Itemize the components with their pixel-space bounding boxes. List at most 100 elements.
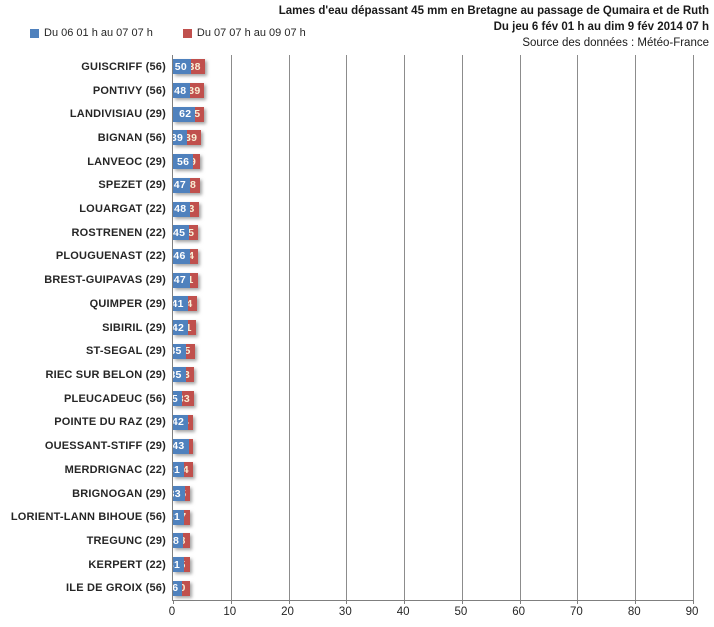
axis-tick xyxy=(404,600,406,604)
bar-value-label: 13 xyxy=(189,440,190,452)
bar-value-label: 47 xyxy=(173,179,186,192)
axis-tick xyxy=(346,600,348,604)
bar-row: 3523 xyxy=(173,363,693,387)
category-label: MERDRIGNAC (22) xyxy=(64,463,166,476)
bar-segment-series2: 23 xyxy=(190,201,199,217)
bar-value-label: 42 xyxy=(173,321,185,334)
category-label: BRIGNOGAN (29) xyxy=(72,487,166,500)
bar-segment-series2: 25 xyxy=(195,106,205,122)
bar-segment-series1: 41 xyxy=(173,296,188,312)
category-axis: GUISCRIFF (56) PONTIVY (56) LANDIVISIAU (2… xyxy=(0,55,166,600)
bar-value-label: 45 xyxy=(173,226,186,239)
bar-value-label: 31 xyxy=(173,511,181,524)
bar-value-label: 48 xyxy=(174,84,187,97)
bar-stack: 39 39 xyxy=(173,130,206,146)
bar-row: 33 15 xyxy=(173,482,693,506)
bar-segment-series1: 31 xyxy=(173,557,185,573)
bar-value-label: 25 xyxy=(189,226,195,239)
axis-tick-label: 10 xyxy=(223,606,237,618)
bar-value-label: 43 xyxy=(173,440,185,453)
bar-segment-series2: 23 xyxy=(185,367,194,383)
gridline xyxy=(404,55,406,600)
axis-tick xyxy=(693,600,694,604)
bar-stack: 3124 xyxy=(173,462,206,478)
bar-value-label: 28 xyxy=(190,179,197,192)
bar-segment-series2: 21 xyxy=(188,320,196,336)
bar-value-label: 17 xyxy=(184,511,186,523)
category-label: LANDIVISIAU (29) xyxy=(69,108,166,121)
axis-tick-label: 90 xyxy=(685,606,699,618)
bar-value-label: 31 xyxy=(173,463,181,476)
bar-segment-series1: 33 xyxy=(173,486,185,501)
bar-row: 4823 xyxy=(173,197,693,221)
category-label: LORIENT-LANN BIHOUE (56) xyxy=(10,511,166,524)
legend-label: Du 07 07 h au 09 07 h xyxy=(196,27,306,39)
bar-value-label: 26 xyxy=(173,582,179,595)
legend-label: Du 06 01 h au 07 07 h xyxy=(44,27,153,39)
bar-stack: 3525 xyxy=(173,343,206,359)
bar-row: 6225 xyxy=(173,102,693,126)
chart-subtitle: Du jeu 6 fév 01 h au dim 9 fév 2014 07 h xyxy=(493,21,709,33)
bar-stack: 3523 xyxy=(173,367,206,383)
chart-title-block: Lames d'eau dépassant 45 mm en Bretagne … xyxy=(279,3,709,51)
gridline xyxy=(577,55,579,600)
bar-segment-series1: 42 xyxy=(173,414,189,430)
bar-segment-series1: 35 xyxy=(173,343,186,359)
category-label: GUISCRIFF (56) xyxy=(81,60,166,73)
axis-tick xyxy=(230,600,232,604)
bar-value-label: 35 xyxy=(173,368,182,381)
bar-value-label: 23 xyxy=(190,203,195,216)
category-label: ILE DE GROIX (56) xyxy=(66,582,166,595)
bar-segment-series1: 35 xyxy=(173,367,186,383)
bar-value-label: 46 xyxy=(173,250,186,263)
bar-row: 3525 xyxy=(173,339,693,363)
bar-value-label: 21 xyxy=(190,274,194,287)
bar-value-label: 39 xyxy=(190,84,201,97)
gridline xyxy=(693,55,694,600)
legend-swatch-icon xyxy=(30,28,39,38)
bar-value-label: 48 xyxy=(174,203,187,216)
bar-row: 48 39 xyxy=(173,79,693,103)
bar-segment-series1: 46 xyxy=(173,248,190,264)
bar-segment-series1: 39 xyxy=(173,130,188,146)
bar-segment-series2: 39 xyxy=(190,83,205,99)
bar-segment-series1: 56 xyxy=(173,154,194,170)
category-label: PONTIVY (56) xyxy=(92,84,166,97)
bar-stack: 48 39 xyxy=(173,83,206,99)
bar-segment-series2: 25 xyxy=(189,225,199,241)
bar-segment-series2: 19 xyxy=(193,154,201,170)
axis-tick-label: 60 xyxy=(512,606,526,618)
bar-value-label: 56 xyxy=(176,155,190,168)
plot-area: 5038483962253939561947284823452546244721… xyxy=(172,55,694,604)
bar-stack: 2533 xyxy=(173,391,206,407)
bar-value-label: 33 xyxy=(182,392,190,405)
bar-stack: 50 38 xyxy=(173,59,206,75)
bar-value-label: 18 xyxy=(183,535,186,547)
bar-stack: 33 15 xyxy=(173,486,206,501)
bar-row: 43 13 xyxy=(173,434,693,458)
axis-tick-label: 50 xyxy=(454,606,468,618)
bar-row: 47 21 xyxy=(173,268,693,292)
bar-segment-series1: 48 xyxy=(173,83,191,99)
bar-stack: 5619 xyxy=(173,154,206,170)
axis-tick-label: 40 xyxy=(396,606,410,618)
bar-stack: 2818 xyxy=(173,533,206,549)
bar-value-label: 24 xyxy=(187,297,193,310)
bar-stack: 4124 xyxy=(173,296,206,312)
bar-segment-series2: 15 xyxy=(184,557,190,573)
bar-segment-series1: 45 xyxy=(173,225,190,241)
axis-tick xyxy=(173,600,174,604)
axis-tick xyxy=(577,600,579,604)
category-label: RIEC SUR BELON (29) xyxy=(45,368,166,381)
bar-stack: 47 21 xyxy=(173,272,206,288)
category-label: LANVEOC (29) xyxy=(87,155,166,168)
category-label: ROSTRENEN (22) xyxy=(71,226,166,239)
bar-value-label: 23 xyxy=(185,368,190,381)
chart-title: Lames d'eau dépassant 45 mm en Bretagne … xyxy=(278,5,709,17)
bar-row: 4525 xyxy=(173,221,693,245)
bar-row: 50 38 xyxy=(173,55,693,79)
category-label: QUIMPER (29) xyxy=(89,297,166,310)
bar-value-label: 38 xyxy=(191,60,201,73)
